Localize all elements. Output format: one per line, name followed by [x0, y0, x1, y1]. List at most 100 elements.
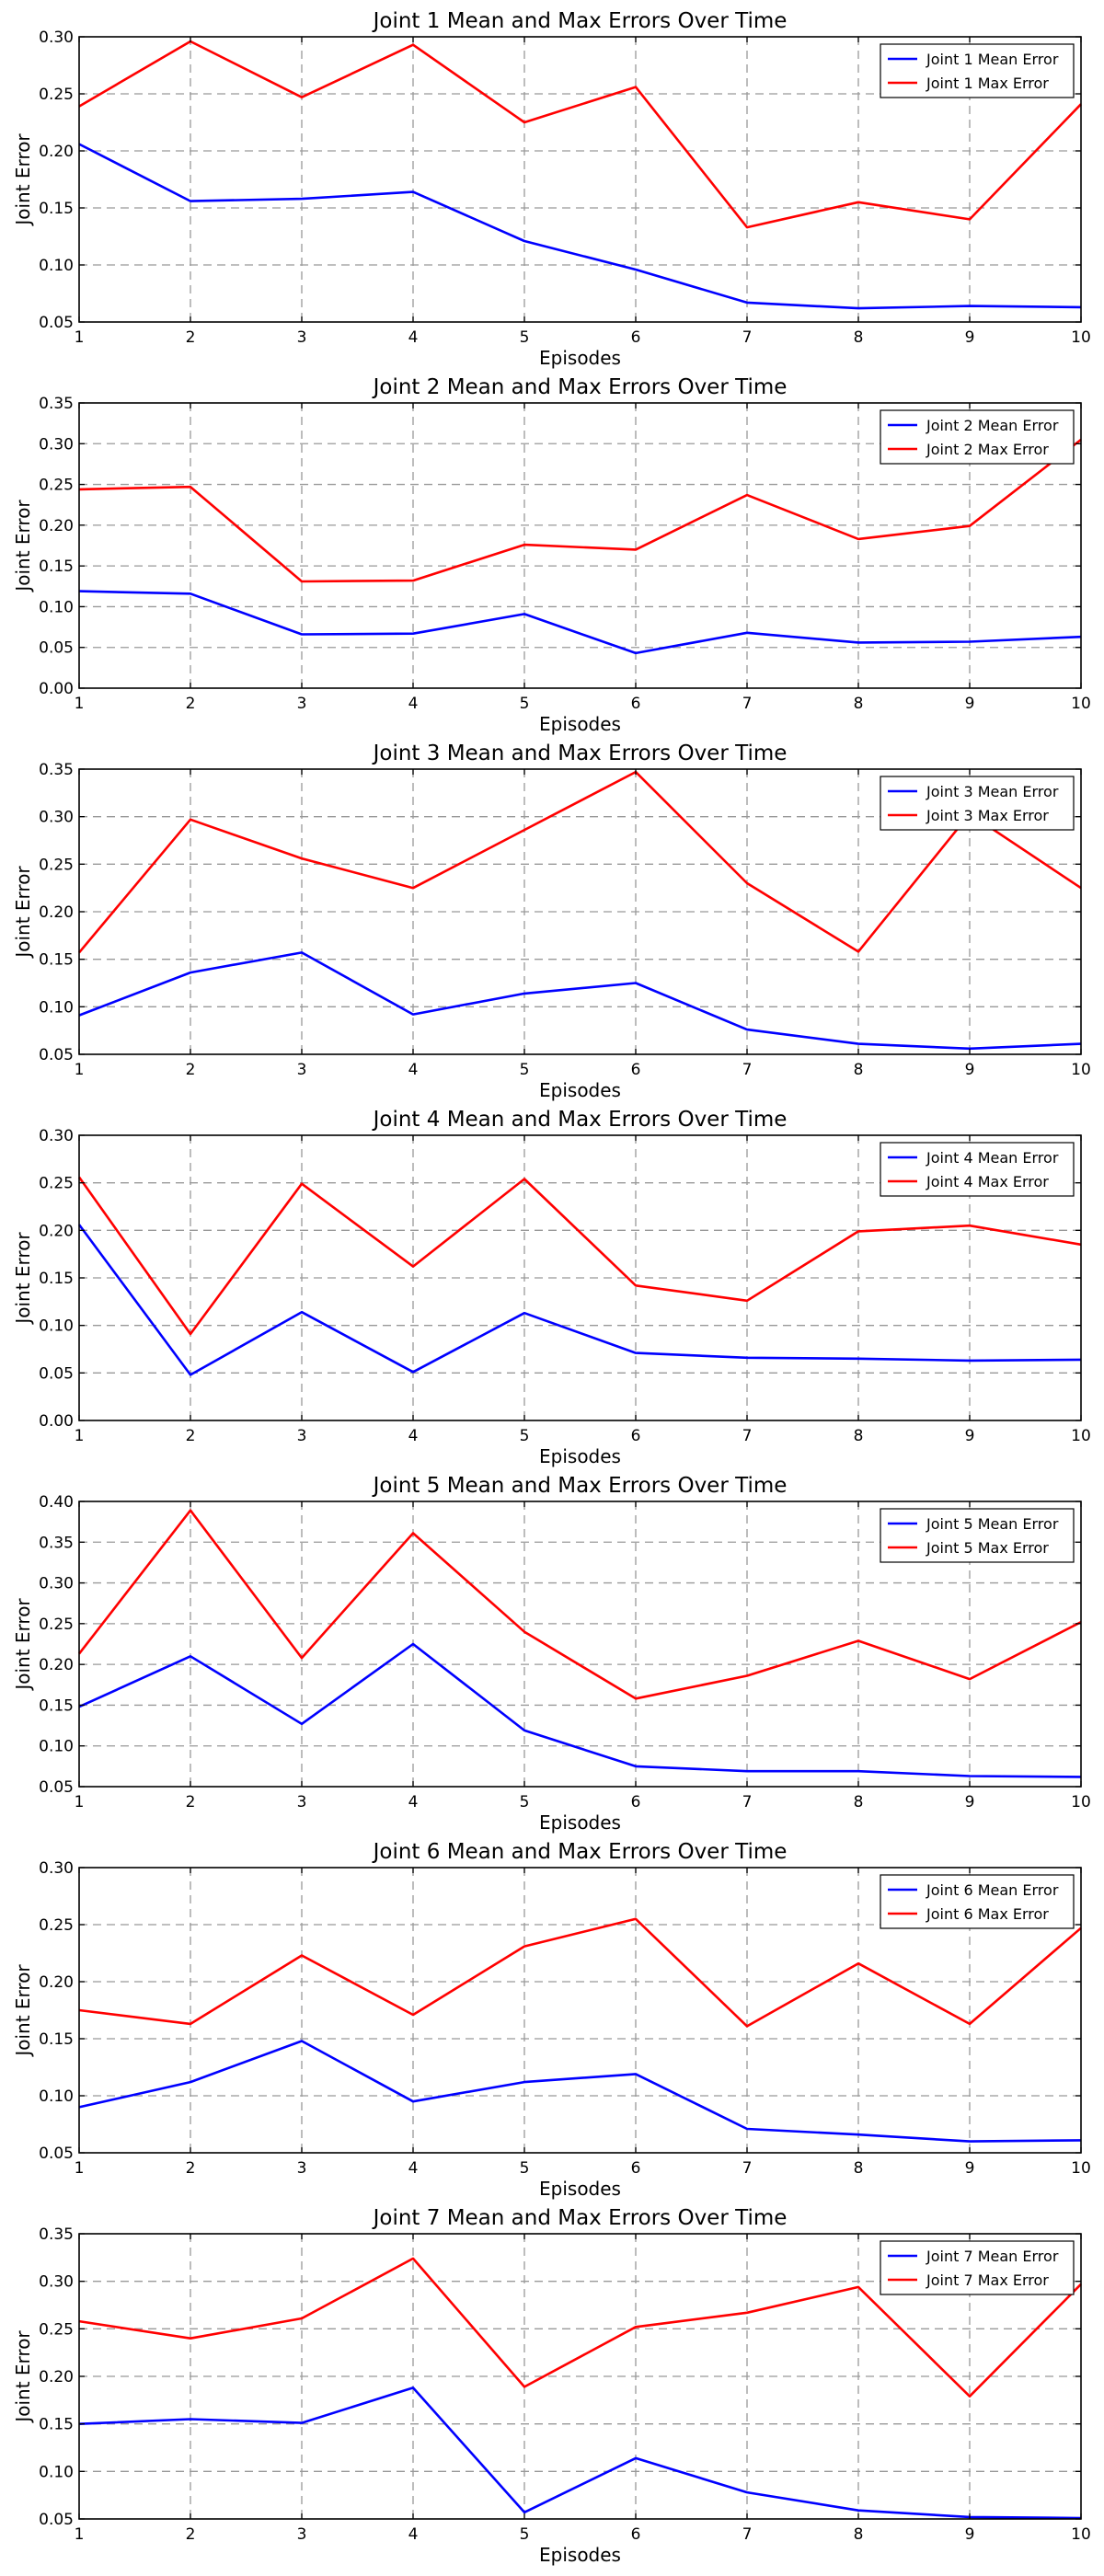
y-axis-label: Joint Error — [12, 1964, 34, 2058]
x-tick-label: 4 — [408, 2159, 419, 2178]
x-tick-label: 2 — [186, 695, 196, 713]
x-tick-label: 1 — [75, 1793, 85, 1811]
x-tick-label: 8 — [854, 2159, 864, 2178]
x-tick-label: 7 — [742, 1427, 753, 1445]
y-tick-label: 0.20 — [39, 143, 74, 161]
y-tick-label: 0.05 — [39, 1778, 74, 1797]
x-tick-label: 10 — [1071, 1793, 1091, 1811]
y-tick-label: 0.30 — [39, 29, 74, 47]
legend: Joint 7 Mean Error Joint 7 Max Error — [880, 2240, 1075, 2295]
chart-title: Joint 3 Mean and Max Errors Over Time — [372, 742, 788, 765]
x-tick-label: 10 — [1071, 2525, 1091, 2544]
legend: Joint 1 Mean Error Joint 1 Max Error — [880, 43, 1075, 98]
x-tick-label: 7 — [742, 695, 753, 713]
legend-entry: Joint 6 Mean Error — [926, 1881, 1059, 1899]
x-tick-label: 6 — [631, 695, 641, 713]
x-tick-label: 9 — [965, 2159, 975, 2178]
chart-title: Joint 1 Mean and Max Errors Over Time — [372, 9, 788, 33]
chart-title: Joint 4 Mean and Max Errors Over Time — [372, 1108, 788, 1132]
x-tick-label: 5 — [520, 2159, 530, 2178]
x-tick-label: 2 — [186, 2159, 196, 2178]
x-tick-label: 9 — [965, 1061, 975, 1079]
x-tick-label: 1 — [75, 1061, 85, 1079]
y-tick-label: 0.15 — [39, 1270, 74, 1288]
x-tick-label: 9 — [965, 2525, 975, 2544]
x-tick-label: 1 — [75, 2525, 85, 2544]
chart-title: Joint 7 Mean and Max Errors Over Time — [372, 2206, 788, 2230]
x-tick-label: 3 — [297, 695, 307, 713]
chart-panel-joint-6: Joint 6 Mean and Max Errors Over Time 1 2 3… — [12, 1840, 1091, 2200]
chart-title: Joint 6 Mean and Max Errors Over Time — [372, 1840, 788, 1864]
x-tick-label: 10 — [1071, 1427, 1091, 1445]
x-tick-label: 5 — [520, 328, 530, 347]
x-tick-label: 10 — [1071, 695, 1091, 713]
chart-panel-joint-4: Joint 4 Mean and Max Errors Over Time 1 2 3… — [12, 1108, 1091, 1467]
legend-box — [880, 776, 1075, 831]
max-error-line — [78, 2257, 1082, 2398]
x-tick-label: 8 — [854, 1793, 864, 1811]
x-axis-label: Episodes — [539, 713, 621, 735]
x-tick-label: 1 — [75, 1427, 85, 1445]
x-tick-label: 6 — [631, 2525, 641, 2544]
y-tick-label: 0.25 — [39, 2320, 74, 2339]
y-tick-label: 0.25 — [39, 86, 74, 104]
y-axis-label: Joint Error — [12, 2330, 34, 2424]
y-tick-label: 0.30 — [39, 1575, 74, 1593]
legend-entry: Joint 4 Mean Error — [926, 1149, 1059, 1167]
x-tick-label: 7 — [742, 2525, 753, 2544]
x-axis-label: Episodes — [539, 2178, 621, 2200]
mean-error-line — [78, 2386, 1082, 2520]
y-tick-label: 0.10 — [39, 257, 74, 275]
legend: Joint 3 Mean Error Joint 3 Max Error — [880, 776, 1075, 831]
x-tick-label: 8 — [854, 1427, 864, 1445]
x-axis-label: Episodes — [539, 347, 621, 369]
y-tick-label: 0.25 — [39, 856, 74, 874]
y-tick-label: 0.05 — [39, 314, 74, 332]
y-tick-label: 0.00 — [39, 1412, 74, 1431]
x-axis-label: Episodes — [539, 1445, 621, 1467]
x-tick-label: 8 — [854, 328, 864, 347]
x-tick-label: 4 — [408, 1427, 419, 1445]
y-tick-label: 0.20 — [39, 1656, 74, 1674]
y-tick-label: 0.40 — [39, 1493, 74, 1512]
legend-entry: Joint 1 Mean Error — [926, 51, 1059, 68]
x-tick-label: 3 — [297, 1061, 307, 1079]
x-axis-label: Episodes — [539, 2544, 621, 2566]
y-tick-label: 0.35 — [39, 2225, 74, 2244]
legend-entry: Joint 7 Max Error — [926, 2271, 1049, 2289]
x-tick-label: 8 — [854, 1061, 864, 1079]
y-tick-label: 0.05 — [39, 1364, 74, 1383]
y-tick-label: 0.15 — [39, 200, 74, 218]
y-tick-label: 0.10 — [39, 2087, 74, 2106]
chart-panel-joint-3: Joint 3 Mean and Max Errors Over Time 1 2 3… — [12, 742, 1091, 1101]
x-tick-label: 10 — [1071, 1061, 1091, 1079]
legend-box — [880, 409, 1075, 465]
legend-box — [880, 1508, 1075, 1563]
legend-entry: Joint 4 Max Error — [926, 1173, 1049, 1190]
legend: Joint 6 Mean Error Joint 6 Max Error — [880, 1874, 1075, 1929]
x-tick-label: 10 — [1071, 328, 1091, 347]
y-tick-label: 0.15 — [39, 2416, 74, 2434]
y-axis-label: Joint Error — [12, 1232, 34, 1326]
legend-entry: Joint 5 Max Error — [926, 1539, 1049, 1557]
legend-box — [880, 43, 1075, 98]
x-tick-label: 6 — [631, 1427, 641, 1445]
mean-error-line — [78, 2040, 1082, 2143]
x-tick-label: 6 — [631, 328, 641, 347]
legend-entry: Joint 7 Mean Error — [926, 2248, 1059, 2265]
plot-area — [78, 36, 1082, 323]
x-tick-label: 2 — [186, 2525, 196, 2544]
y-tick-label: 0.30 — [39, 2273, 74, 2292]
y-tick-label: 0.25 — [39, 477, 74, 495]
x-tick-label: 3 — [297, 1427, 307, 1445]
y-axis-label: Joint Error — [12, 1598, 34, 1692]
y-tick-label: 0.35 — [39, 1534, 74, 1552]
y-axis-label: Joint Error — [12, 133, 34, 227]
y-tick-label: 0.10 — [39, 1738, 74, 1756]
y-tick-label: 0.05 — [39, 2511, 74, 2529]
y-tick-label: 0.30 — [39, 435, 74, 454]
max-error-line — [78, 770, 1082, 954]
legend-entry: Joint 2 Max Error — [926, 441, 1049, 458]
chart-title: Joint 5 Mean and Max Errors Over Time — [372, 1474, 788, 1498]
y-tick-label: 0.25 — [39, 1616, 74, 1634]
